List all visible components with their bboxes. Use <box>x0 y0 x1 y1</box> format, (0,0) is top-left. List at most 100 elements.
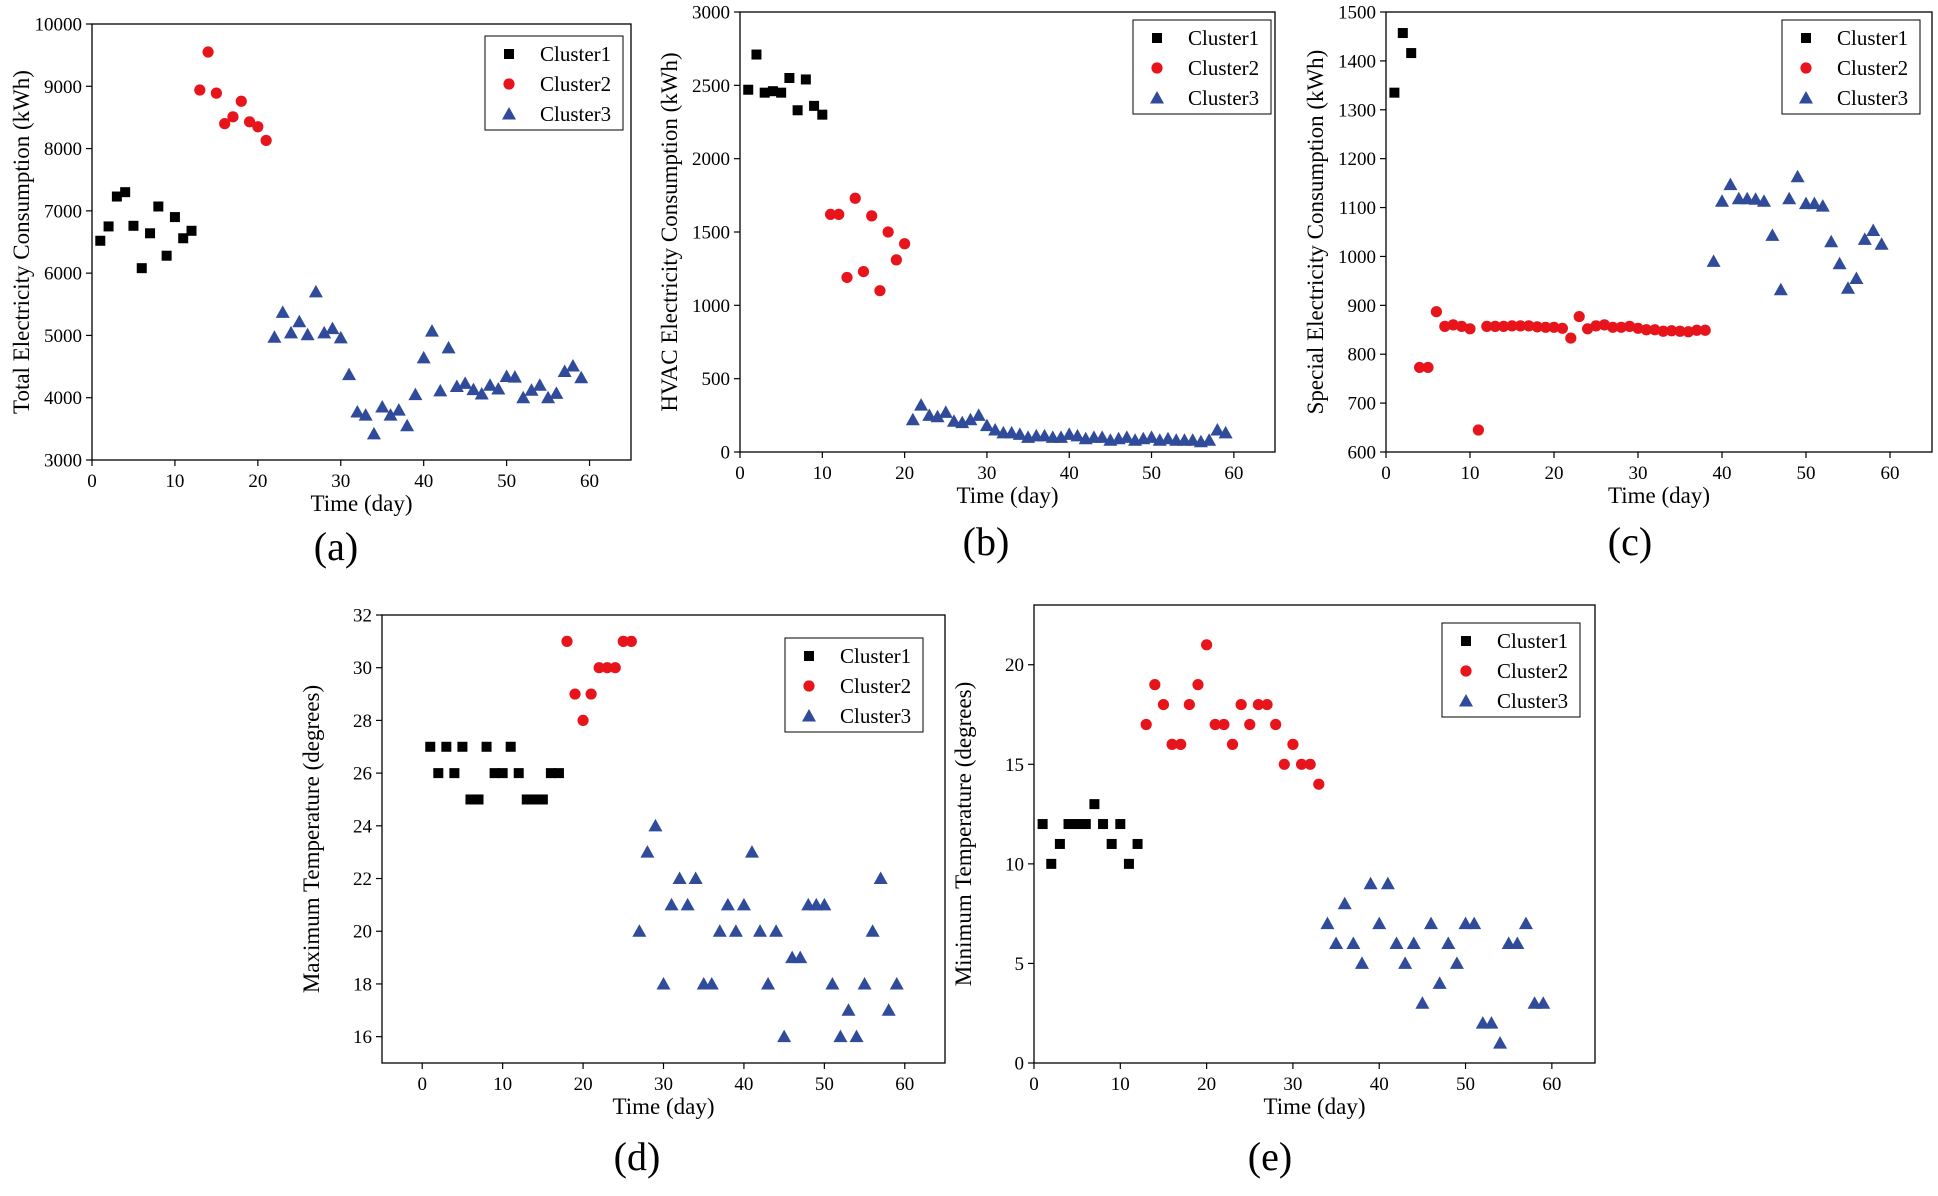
data-point <box>1748 192 1763 205</box>
data-point <box>252 121 264 133</box>
y-tick-label: 10000 <box>35 15 83 36</box>
x-tick-label: 50 <box>815 1074 834 1095</box>
y-tick-label: 8000 <box>44 139 82 160</box>
x-tick-label: 30 <box>331 471 350 492</box>
data-point <box>513 768 524 779</box>
data-point <box>1123 858 1134 869</box>
panel-a: 0 10 20 30 40 50 60 3000 4000 5000 6000 7000 8000 900… <box>9 15 632 569</box>
x-tick-label: 40 <box>1060 463 1079 484</box>
legend-label: Cluster3 <box>540 102 611 126</box>
data-point <box>507 370 522 383</box>
data-point <box>1422 361 1434 374</box>
x-tick-label: 0 <box>1029 1074 1039 1095</box>
data-point <box>1782 191 1797 205</box>
legend-marker <box>1151 62 1163 74</box>
data-point <box>874 285 886 297</box>
data-point <box>549 386 564 399</box>
legend-marker <box>1799 91 1813 104</box>
data-point <box>1098 819 1109 830</box>
data-point <box>1706 254 1721 267</box>
data-point <box>688 871 703 885</box>
data-point <box>120 187 131 198</box>
data-point <box>1389 87 1400 98</box>
data-point <box>260 134 272 147</box>
legend-label: Cluster3 <box>1497 689 1568 713</box>
data-point <box>1304 758 1316 770</box>
data-point <box>153 201 164 212</box>
data-point <box>441 340 456 354</box>
data-point <box>1874 237 1889 250</box>
data-point <box>561 635 573 647</box>
data-point <box>1372 916 1387 930</box>
data-point <box>574 370 589 384</box>
data-point <box>1824 234 1839 248</box>
x-tick-label: 60 <box>1224 463 1243 484</box>
series-cluster1 <box>425 741 564 805</box>
data-point <box>219 118 231 130</box>
data-point <box>1682 326 1694 338</box>
y-tick-label: 3000 <box>44 451 82 472</box>
data-point <box>1406 936 1421 950</box>
data-point <box>761 976 776 990</box>
x-tick-label: 50 <box>1142 463 1161 484</box>
plot-frame <box>1033 604 1596 1064</box>
y-tick-label: 20 <box>353 922 372 943</box>
y-axis-label: Total Electricity Consumption (kWh) <box>9 70 34 414</box>
data-point <box>1380 876 1395 890</box>
data-point <box>1235 698 1247 711</box>
x-axis-label: Time (day) <box>310 491 412 516</box>
data-point <box>1363 876 1378 890</box>
data-point <box>1540 321 1552 333</box>
y-tick-label: 1000 <box>1338 247 1376 268</box>
data-point <box>979 418 994 432</box>
data-point <box>1287 738 1299 750</box>
legend-marker <box>1461 636 1471 646</box>
legend-marker <box>1152 33 1162 43</box>
data-point <box>169 212 180 223</box>
data-point <box>1598 319 1610 331</box>
data-point <box>988 423 1003 436</box>
data-point <box>243 116 256 128</box>
data-point <box>817 109 828 120</box>
data-point <box>744 845 759 858</box>
data-point <box>1666 325 1678 337</box>
data-point <box>1346 936 1361 950</box>
data-point <box>640 845 655 858</box>
data-point <box>553 768 564 779</box>
data-point <box>569 688 581 700</box>
data-point <box>1218 718 1230 731</box>
data-point <box>1226 738 1239 750</box>
data-point <box>1201 639 1213 651</box>
legend-label: Cluster3 <box>840 704 911 728</box>
panel-label: (c) <box>1608 519 1652 564</box>
data-point <box>769 924 784 937</box>
data-point <box>1640 324 1652 336</box>
data-point <box>521 794 532 805</box>
data-point <box>899 238 911 250</box>
legend-marker <box>1460 665 1472 677</box>
data-point <box>882 226 894 238</box>
data-point <box>391 403 406 416</box>
data-point <box>1037 819 1048 830</box>
data-point <box>491 381 506 395</box>
data-point <box>1674 325 1686 337</box>
data-point <box>235 95 247 107</box>
data-point <box>1472 424 1484 436</box>
data-point <box>524 383 539 396</box>
legend: Cluster1 Cluster2 Cluster3 <box>484 35 624 131</box>
data-point <box>1012 427 1027 440</box>
data-point <box>736 897 751 911</box>
data-point <box>1072 819 1083 830</box>
panel-label: (a) <box>314 524 358 569</box>
legend-marker <box>504 49 514 59</box>
y-tick-label: 6000 <box>44 264 82 285</box>
data-point <box>833 1029 848 1043</box>
x-tick-label: 10 <box>813 463 832 484</box>
data-point <box>483 378 498 391</box>
series-cluster1 <box>1037 799 1143 869</box>
data-point <box>1354 956 1369 969</box>
y-tick-label: 24 <box>353 816 373 837</box>
data-point <box>350 405 365 418</box>
data-point <box>227 111 239 123</box>
data-point <box>1430 306 1442 318</box>
